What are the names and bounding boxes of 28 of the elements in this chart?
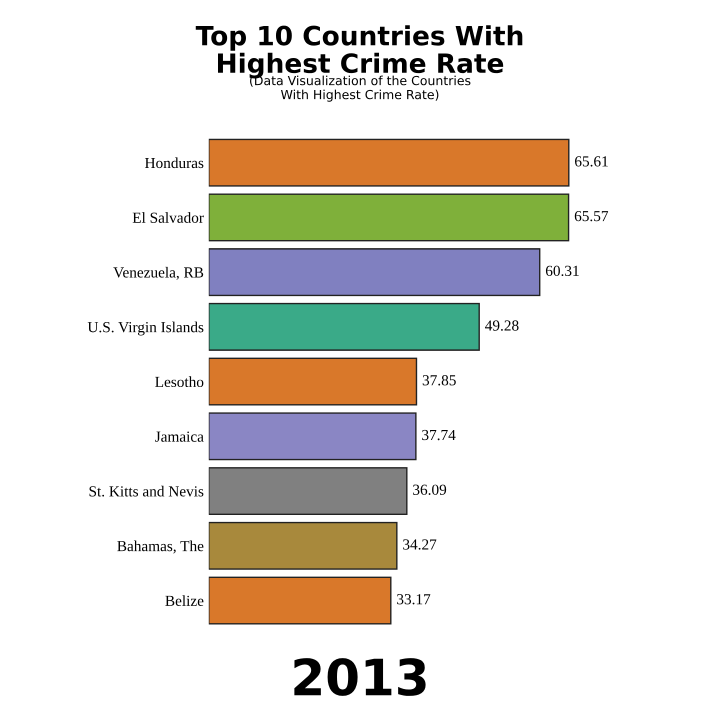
bar bbox=[208, 522, 398, 570]
data-label: 60.31 bbox=[546, 266, 579, 276]
y-tick-label: St. Kitts and Nevis bbox=[90, 486, 204, 497]
data-label: 65.57 bbox=[574, 210, 608, 222]
data-label: 65.61 bbox=[575, 156, 608, 167]
bar bbox=[208, 412, 417, 460]
text: 2013 bbox=[294, 658, 426, 696]
bar bbox=[208, 467, 408, 516]
y-tick-label: Jamaica bbox=[155, 432, 204, 442]
bar bbox=[208, 358, 418, 406]
data-label: 33.17 bbox=[397, 594, 430, 604]
bar bbox=[208, 193, 570, 242]
y-tick-label: Honduras bbox=[144, 157, 204, 168]
y-tick-label: U.S. Virgin Islands bbox=[88, 322, 204, 336]
bar bbox=[208, 138, 570, 187]
y-tick-label: Venezuela, RB bbox=[113, 266, 204, 280]
data-label: 37.74 bbox=[422, 430, 456, 440]
data-label: 37.85 bbox=[422, 375, 456, 386]
bar bbox=[208, 302, 480, 351]
bar bbox=[208, 248, 540, 296]
y-tick-label: Bahamas, The bbox=[117, 540, 204, 554]
data-label: 49.28 bbox=[485, 320, 519, 331]
y-tick-label: Lesotho bbox=[155, 376, 204, 388]
y-tick-label: Belize bbox=[165, 595, 204, 606]
y-tick-label: El Salvador bbox=[132, 212, 204, 223]
data-label: 36.09 bbox=[413, 484, 446, 495]
data-label: 34.27 bbox=[403, 539, 436, 550]
bar bbox=[208, 576, 392, 624]
